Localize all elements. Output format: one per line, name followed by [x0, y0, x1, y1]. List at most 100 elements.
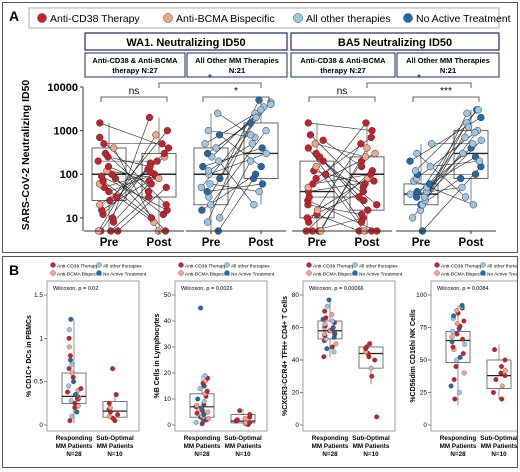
pair-line	[106, 170, 159, 179]
data-point	[329, 312, 335, 317]
legend-marker	[306, 270, 312, 276]
y-tick-label: 0.5	[34, 379, 43, 386]
x-tick-label: Post	[355, 237, 380, 249]
data-point	[105, 187, 113, 196]
x-category-label: N=10	[363, 451, 379, 458]
data-point	[309, 180, 317, 188]
data-point	[147, 168, 155, 177]
data-point	[74, 409, 80, 415]
x-category-label: MM Patients	[440, 443, 477, 450]
y-tick-label: 10	[164, 396, 172, 403]
wilcoxon-annotation: Wilcoxon, p = 0.02	[53, 286, 98, 292]
data-point	[112, 193, 121, 201]
data-point	[202, 373, 208, 379]
pair-line	[100, 162, 151, 232]
subgroup-n: N:21	[440, 66, 456, 75]
b-subplot-2: Anti-CD38 Therapy All other therapiesAnti…	[154, 262, 275, 458]
pair-line	[322, 160, 377, 205]
data-point	[428, 140, 436, 148]
legend-label: Anti-CD38 Therapy	[185, 264, 227, 270]
legend-marker	[37, 13, 47, 23]
data-point	[370, 177, 378, 185]
data-point	[499, 396, 505, 402]
legend-label: Anti-BCMA Bispecific	[57, 272, 103, 278]
pair-line	[101, 180, 150, 211]
data-point	[373, 201, 381, 209]
y-tick-label: 0	[39, 422, 43, 429]
plot-frame	[430, 280, 520, 432]
y-tick-label: 100	[60, 169, 78, 181]
data-point	[471, 170, 480, 178]
data-point	[205, 416, 211, 421]
pair-line	[416, 153, 466, 198]
legend-marker	[480, 262, 486, 268]
box	[230, 414, 256, 424]
subgroup-box	[84, 52, 186, 78]
pair-line	[322, 140, 362, 167]
x-category-label: N=10	[107, 451, 123, 458]
x-category-label: Sub-Optimal	[480, 435, 517, 442]
box	[453, 130, 489, 179]
legend-marker	[96, 262, 102, 268]
legend-label: No Active Treatment	[103, 272, 147, 278]
data-point	[452, 396, 458, 402]
data-point	[206, 180, 214, 188]
data-point	[449, 334, 455, 340]
data-point	[67, 353, 73, 359]
legend-label: Anti-BCMA Bispecific	[313, 272, 359, 278]
data-point	[68, 398, 74, 404]
legend-marker	[50, 262, 56, 268]
legend-label: All other therapies	[306, 13, 391, 25]
plot-frame	[174, 280, 268, 432]
data-point	[493, 377, 499, 382]
x-tick-label: Pre	[202, 237, 221, 249]
data-point	[193, 419, 199, 425]
y-tick-label: 1000	[54, 126, 78, 138]
data-point	[319, 136, 327, 144]
data-point	[357, 210, 366, 219]
data-point	[110, 366, 116, 372]
y-axis-label: % CD1C+ DCs in PBMCs	[26, 315, 33, 397]
y-tick-label: 50	[164, 292, 172, 299]
y-tick-label: 100	[416, 292, 427, 299]
data-point	[197, 386, 203, 392]
wilcoxon-annotation: Wilcoxon, p = 0.0026	[181, 286, 233, 292]
x-category-label: N=28	[66, 451, 82, 458]
data-point	[324, 346, 330, 352]
data-point	[146, 162, 154, 171]
x-tick-label: Post	[249, 237, 274, 249]
pair-line	[430, 160, 480, 167]
data-point	[469, 140, 477, 148]
data-point	[204, 126, 213, 135]
data-point	[66, 327, 72, 333]
subgroup-box	[186, 52, 288, 78]
data-point	[311, 140, 319, 148]
data-point	[454, 331, 460, 337]
x-tick-label: Pre	[412, 237, 431, 249]
data-point	[502, 357, 508, 363]
data-point	[503, 367, 508, 373]
data-point	[371, 149, 379, 158]
data-point	[212, 144, 220, 152]
data-point	[367, 133, 375, 142]
panel-b: B Anti-CD38 Therapy All other therapies An…	[2, 256, 520, 468]
data-point	[113, 392, 119, 398]
subplot-3: ns Pre Post	[292, 86, 392, 249]
panel-a-plots: 10000 1000 100 10 ns Pre Post * Pre Post ns Pre Post…	[47, 73, 496, 249]
y-tick-label: 25	[420, 390, 428, 397]
pair-line	[209, 183, 260, 192]
pair-line	[115, 178, 164, 215]
subgroup-n: therapy N:27	[320, 66, 365, 75]
y-tick-label: 40	[164, 318, 172, 325]
data-point	[97, 172, 106, 180]
legend-marker	[178, 270, 184, 276]
legend-label: Anti-BCMA Bispecific	[441, 272, 487, 278]
data-point	[153, 157, 161, 165]
legend-marker	[178, 262, 184, 268]
plot-frame	[302, 280, 396, 432]
data-point	[426, 180, 434, 188]
data-point	[411, 167, 420, 175]
data-point	[313, 206, 322, 214]
x-category-label: MM Patients	[353, 443, 390, 450]
data-point	[255, 96, 263, 104]
